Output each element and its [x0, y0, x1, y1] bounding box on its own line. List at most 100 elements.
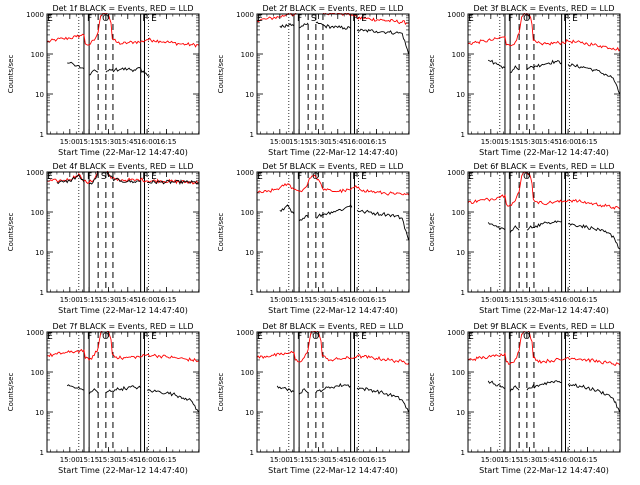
y-tick-label: 10: [456, 249, 465, 257]
y-axis-label: Counts/sec: [217, 213, 225, 252]
phase-annotation-label: E: [572, 332, 578, 342]
y-tick-label: 10: [245, 91, 254, 99]
marker-lines: [499, 14, 570, 134]
phase-annotation-label: E: [257, 332, 263, 342]
series-line: [257, 174, 409, 196]
y-ticks: 1 10 100 1000: [236, 169, 409, 297]
y-tick-label: 100: [452, 51, 465, 59]
x-ticks: 15:00 15:15 15:30 15:45 16:00 16:15: [471, 332, 620, 464]
y-tick-label: 1000: [447, 11, 465, 19]
x-tick-label: 16:15: [156, 296, 176, 304]
x-tick-label: 16:00: [137, 138, 157, 146]
x-tick-label: 15:00: [270, 296, 290, 304]
series-line: [315, 382, 351, 394]
x-tick-label: 16:00: [137, 456, 157, 464]
phase-annotation-label: F: [297, 172, 302, 182]
x-ticks: 15:00 15:15 15:30 15:45 16:00 16:15: [50, 14, 199, 146]
y-axis-label: Counts/sec: [428, 213, 436, 252]
phase-annotation-label: F: [563, 172, 568, 182]
series-line: [567, 63, 620, 95]
phase-annotation-label: F: [142, 332, 147, 342]
x-tick-label: 16:15: [366, 456, 386, 464]
phase-annotation-label: F: [508, 172, 513, 182]
x-tick-label: 15:30: [98, 138, 118, 146]
marker-lines: [78, 14, 149, 134]
x-axis-label: Start Time (22-Mar-12 14:47:40): [479, 306, 609, 315]
series-line: [315, 204, 353, 219]
x-tick-label: 16:15: [156, 138, 176, 146]
y-tick-label: 1: [461, 289, 465, 297]
phase-annotation-label: E: [257, 14, 263, 24]
phase-annotation-label: F: [87, 172, 92, 182]
y-tick-label: 1: [250, 289, 254, 297]
x-axis-label: Start Time (22-Mar-12 14:47:40): [268, 148, 398, 157]
phase-annotation-label: F: [508, 14, 513, 24]
y-tick-label: 10: [35, 91, 44, 99]
x-ticks: 15:00 15:15 15:30 15:45 16:00 16:15: [471, 172, 620, 304]
phase-annotation-label: E: [47, 14, 53, 24]
x-tick-label: 16:15: [577, 456, 597, 464]
y-tick-label: 1: [461, 131, 465, 139]
y-axis-label: Counts/sec: [217, 373, 225, 412]
x-axis-label: Start Time (22-Mar-12 14:47:40): [58, 466, 188, 475]
series-line: [298, 214, 309, 222]
plot-frame: [256, 171, 410, 293]
series-group: [257, 331, 409, 413]
series-line: [356, 209, 409, 241]
phase-annotation-label: F: [508, 332, 513, 342]
phase-annotation-label: F: [352, 332, 357, 342]
x-tick-label: 15:30: [519, 138, 539, 146]
chart-title: Det 8f BLACK = Events, RED = LLD: [262, 322, 403, 331]
series-line: [315, 21, 351, 30]
y-tick-label: 10: [245, 249, 254, 257]
chart-panel-5: Det 5f BLACK = Events, RED = LLD Counts/s…: [217, 162, 410, 315]
chart-panel-1: Det 1f BLACK = Events, RED = LLD Counts/s…: [7, 4, 200, 157]
phase-annotation-label: O: [312, 172, 319, 182]
series-line: [298, 22, 309, 29]
phase-annotation-label: E: [572, 172, 578, 182]
y-tick-label: 10: [245, 409, 254, 417]
series-line: [509, 385, 520, 392]
phase-annotation-label: E: [47, 172, 53, 182]
series-line: [356, 387, 409, 413]
plot-frame: [256, 13, 410, 135]
x-tick-label: 16:15: [156, 456, 176, 464]
x-tick-label: 16:00: [558, 296, 578, 304]
x-ticks: 15:00 15:15 15:30 15:45 16:00 16:15: [260, 172, 409, 304]
y-tick-label: 10: [456, 91, 465, 99]
marker-lines: [78, 332, 149, 452]
y-tick-label: 10: [35, 249, 44, 257]
y-tick-label: 100: [31, 209, 44, 217]
x-tick-label: 15:45: [328, 138, 348, 146]
plot-frame: [467, 171, 621, 293]
y-ticks: 1 10 100 1000: [26, 11, 199, 139]
phase-annotation-label: O: [102, 332, 109, 342]
series-line: [567, 383, 620, 413]
series-line: [279, 204, 295, 215]
x-tick-label: 15:15: [79, 456, 99, 464]
y-axis-label: Counts/sec: [7, 373, 15, 412]
x-axis-label: Start Time (22-Mar-12 14:47:40): [479, 148, 609, 157]
phase-annotation-label: E: [361, 172, 367, 182]
x-tick-label: 15:00: [481, 138, 501, 146]
x-tick-label: 16:15: [577, 138, 597, 146]
x-tick-label: 15:45: [539, 138, 559, 146]
chart-panel-3: Det 3f BLACK = Events, RED = LLD Counts/s…: [428, 4, 621, 157]
x-tick-label: 16:00: [347, 456, 367, 464]
y-axis-label: Counts/sec: [428, 373, 436, 412]
chart-title: Det 3f BLACK = Events, RED = LLD: [473, 4, 614, 13]
x-tick-label: 15:30: [308, 296, 328, 304]
x-tick-label: 16:15: [366, 296, 386, 304]
x-tick-label: 15:45: [118, 296, 138, 304]
y-tick-label: 100: [241, 51, 254, 59]
x-tick-label: 15:15: [289, 296, 309, 304]
phase-annotation-label: E: [468, 14, 474, 24]
